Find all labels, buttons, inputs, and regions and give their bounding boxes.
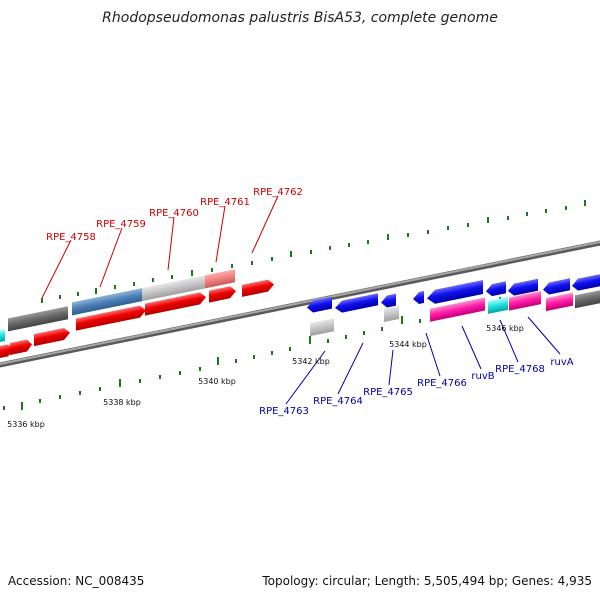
label-ruvb: ruvB [471,371,494,382]
gene-rpe-4766[interactable] [427,279,483,305]
label-rpe-4761: RPE_4761 [200,197,250,208]
label-rpe-4763: RPE_4763 [259,406,309,417]
gene-rpe-4764[interactable] [335,293,378,314]
gene-red-edge[interactable] [0,343,14,360]
label-rpe-4766: RPE_4766 [417,378,467,389]
gene-blue-tiny[interactable] [413,290,424,305]
gene-red-long[interactable] [76,304,146,331]
gene-rpe-4768[interactable] [509,291,541,311]
scale-label-5338: 5338 kbp [103,398,141,407]
gene-red-short[interactable] [209,285,236,303]
gene-rpe-4761[interactable] [205,269,235,289]
genome-title: Rhodopseudomonas palustris BisA53, compl… [102,10,498,26]
gene-rpe-4768-arrow[interactable] [508,278,538,297]
reverse-strand [307,273,600,337]
topology-text: Topology: circular; Length: 5,505,494 bp… [262,574,592,588]
gene-red-small[interactable] [10,339,32,355]
scale-ticks [3,200,586,410]
gene-magenta-1[interactable] [430,297,485,322]
gene-rpe-4759[interactable] [72,288,142,316]
gene-rpe-4765[interactable] [384,306,399,323]
gene-rpe-4758[interactable] [34,327,70,347]
label-rpe-4760: RPE_4760 [149,208,199,219]
label-rpe-4758: RPE_4758 [46,232,96,243]
gene-ruva-arrow[interactable] [543,278,570,295]
forward-label-leaders [41,195,279,299]
label-rpe-4764: RPE_4764 [313,396,363,407]
gene-ruvb-arrow[interactable] [486,281,506,297]
reverse-label-leaders [285,316,561,405]
label-rpe-4768: RPE_4768 [495,364,545,375]
gene-rpe-4763[interactable] [310,318,334,337]
forward-strand [0,269,274,360]
accession-text: Accession: NC_008435 [8,574,145,588]
scale-label-5342: 5342 kbp [292,357,330,366]
gene-rpe-4763-arrow[interactable] [307,296,332,314]
gene-gray-dark[interactable] [8,306,68,332]
label-rpe-4762: RPE_4762 [253,187,303,198]
scale-label-5344: 5344 kbp [389,340,427,349]
scale-label-5336: 5336 kbp [7,420,45,429]
gene-cyan[interactable] [0,328,5,344]
gene-gray-edge[interactable] [575,289,600,309]
label-ruva: ruvA [550,357,573,368]
gene-blue-small[interactable] [381,293,396,309]
gene-blue-edge[interactable] [572,273,600,292]
scale-label-5340: 5340 kbp [198,377,236,386]
gene-ruvb[interactable] [488,296,508,314]
gene-red-medium[interactable] [145,291,206,316]
gene-rpe-4762[interactable] [242,278,274,297]
label-rpe-4765: RPE_4765 [363,387,413,398]
gene-ruva[interactable] [546,292,573,312]
gene-rpe-4760[interactable] [142,275,205,302]
label-rpe-4759: RPE_4759 [96,219,146,230]
scale-label-5346: 5346 kbp [486,324,524,333]
